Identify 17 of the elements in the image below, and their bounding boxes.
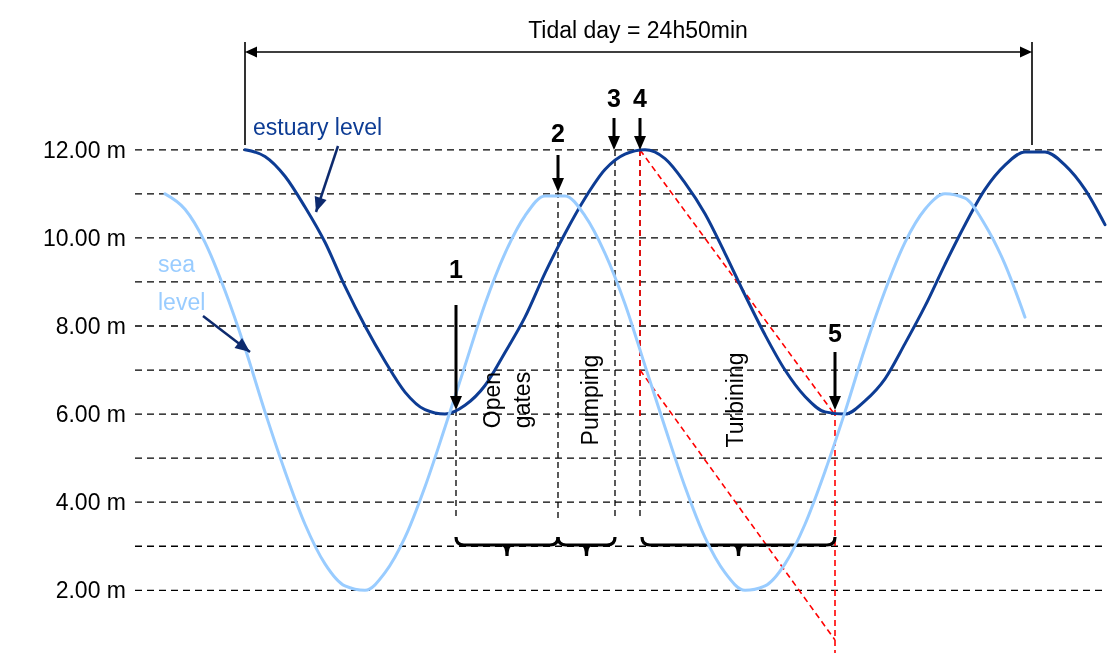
y-tick-label: 8.00 m [55,313,126,340]
annotation: Turbining [722,352,748,448]
y-tick-label: 4.00 m [55,489,126,516]
annotation: 2 [551,119,565,147]
series-label: sea level [158,251,206,315]
y-tick-label: 10.00 m [42,224,126,251]
text: Tidal day = 24h50min [528,17,748,43]
series-label: estuary level [253,114,383,140]
annotation: 3 [607,84,621,112]
annotation: Pumping [577,354,603,446]
y-tick-label: 2.00 m [55,577,126,604]
annotation: 4 [633,84,648,112]
annotation: Open gates [479,371,535,429]
y-tick-label: 12.00 m [42,136,126,163]
annotation: 1 [449,255,464,283]
annotation: 5 [828,319,843,347]
y-tick-label: 6.00 m [55,401,126,428]
